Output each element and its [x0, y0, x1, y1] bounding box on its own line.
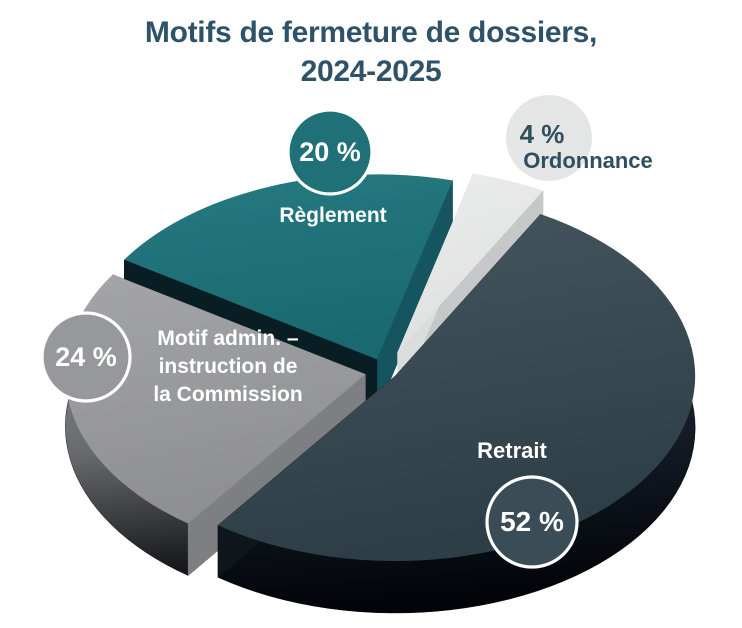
slice-top-motif-admin — [65, 274, 366, 524]
value-label-retrait: 52 % — [500, 506, 564, 537]
value-badge-retrait — [485, 475, 579, 569]
slice-name-reglement: Règlement — [279, 204, 386, 227]
value-badge-reglement — [286, 108, 374, 196]
value-badge-ordonnance — [506, 95, 592, 181]
slice-name-motif-admin-line2: instruction de — [159, 355, 298, 378]
slice-name-retrait: Retrait — [477, 438, 547, 463]
chart-title: Motifs de fermeture de dossiers, 2024-20… — [144, 16, 598, 88]
value-badge-motif-admin — [40, 311, 132, 403]
value-label-reglement: 20 % — [299, 137, 361, 167]
value-label-ordonnance: 4 % — [520, 119, 565, 149]
slice-top-ordonnance — [397, 173, 544, 353]
slice-top-retrait — [217, 214, 696, 561]
slice-name-ordonnance: Ordonnance — [523, 148, 653, 173]
value-label-motif-admin: 24 % — [55, 342, 117, 372]
slice-top-reglement — [124, 174, 453, 360]
slice-name-motif-admin-line3: la Commission — [153, 383, 302, 406]
slice-name-motif-admin-line1: Motif admin. – — [157, 327, 298, 350]
